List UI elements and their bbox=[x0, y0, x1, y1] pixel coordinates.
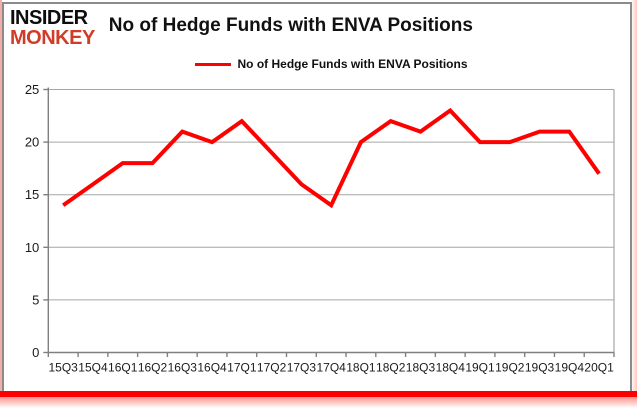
chart-title: No of Hedge Funds with ENVA Positions bbox=[108, 15, 473, 36]
y-tick-label-5: 5 bbox=[32, 292, 39, 307]
series-line bbox=[62, 107, 601, 209]
y-tick-label-0: 0 bbox=[32, 345, 39, 360]
x-label-18Q4: 18Q4 bbox=[436, 361, 466, 375]
x-label-15Q3: 15Q3 bbox=[49, 361, 79, 375]
y-tick-label-20: 20 bbox=[25, 135, 39, 150]
x-label-19Q2: 19Q2 bbox=[495, 361, 525, 375]
chart-legend: No of Hedge Funds with ENVA Positions bbox=[48, 56, 614, 72]
x-label-19Q3: 19Q3 bbox=[525, 361, 555, 375]
x-label-17Q2: 17Q2 bbox=[257, 361, 287, 375]
x-label-17Q3: 17Q3 bbox=[287, 361, 317, 375]
logo-line-insider: INSIDER bbox=[10, 7, 88, 29]
y-tick-label-10: 10 bbox=[25, 240, 39, 255]
chart-header: INSIDER MONKEY No of Hedge Funds with EN… bbox=[10, 7, 473, 49]
x-label-18Q3: 18Q3 bbox=[406, 361, 436, 375]
x-label-16Q3: 16Q3 bbox=[168, 361, 198, 375]
left-pink-edge bbox=[0, 0, 2, 394]
legend-label: No of Hedge Funds with ENVA Positions bbox=[237, 57, 468, 71]
x-label-16Q4: 16Q4 bbox=[197, 361, 227, 375]
x-label-18Q2: 18Q2 bbox=[376, 361, 406, 375]
chart-frame-border bbox=[2, 2, 632, 391]
y-tick-label-25: 25 bbox=[25, 82, 39, 97]
x-label-18Q1: 18Q1 bbox=[346, 361, 376, 375]
logo-line-monkey: MONKEY bbox=[10, 26, 95, 49]
x-label-19Q4: 19Q4 bbox=[555, 361, 585, 375]
x-label-16Q1: 16Q1 bbox=[108, 361, 138, 375]
y-tick-label-15: 15 bbox=[25, 187, 39, 202]
bottom-red-bar bbox=[0, 391, 637, 397]
insider-monkey-logo: INSIDER MONKEY bbox=[10, 7, 95, 49]
legend-line-swatch bbox=[194, 62, 231, 66]
x-label-17Q1: 17Q1 bbox=[227, 361, 257, 375]
right-pink-edge bbox=[631, 0, 637, 394]
x-label-15Q4: 15Q4 bbox=[78, 361, 108, 375]
x-label-16Q2: 16Q2 bbox=[138, 361, 168, 375]
x-label-20Q1: 20Q1 bbox=[584, 361, 614, 375]
bottom-red-bar-glow bbox=[0, 397, 637, 408]
x-label-17Q4: 17Q4 bbox=[316, 361, 346, 375]
x-label-19Q1: 19Q1 bbox=[465, 361, 495, 375]
